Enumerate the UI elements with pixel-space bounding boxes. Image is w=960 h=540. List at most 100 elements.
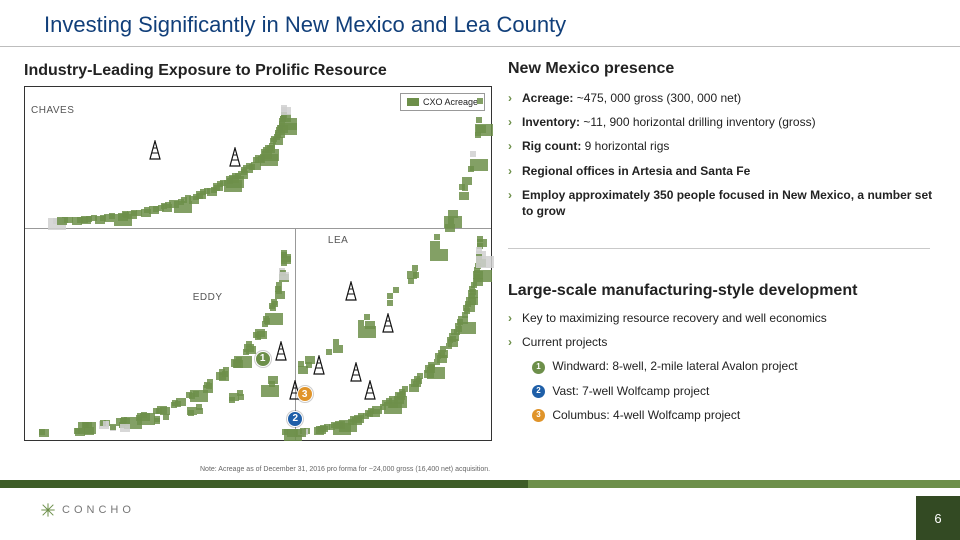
cxo-acreage-block	[144, 207, 150, 213]
footer-bar	[0, 480, 960, 488]
cxo-acreage-block	[84, 427, 94, 435]
cxo-acreage-block	[474, 270, 492, 282]
other-acreage-block	[476, 256, 494, 268]
cxo-acreage-block	[275, 130, 285, 138]
project-item: 3 Columbus: 4-well Wolfcamp project	[508, 407, 938, 423]
cxo-acreage-block	[430, 249, 448, 261]
logo-text: CONCHO	[62, 504, 135, 516]
rig-icon	[227, 147, 243, 172]
project-badge: 3	[532, 409, 545, 422]
cxo-acreage-block	[387, 300, 393, 306]
list-item: Rig count: 9 horizontal rigs	[508, 138, 938, 154]
page-title: Investing Significantly in New Mexico an…	[44, 12, 566, 38]
cxo-acreage-block	[216, 372, 226, 380]
cxo-acreage-block	[408, 278, 414, 284]
legend-swatch	[407, 98, 419, 106]
cxo-acreage-block	[430, 241, 440, 249]
rig-icon	[273, 341, 289, 366]
cxo-acreage-block	[196, 191, 206, 199]
project-badge: 2	[532, 385, 545, 398]
cxo-acreage-block	[154, 416, 160, 422]
cxo-acreage-block	[450, 336, 456, 342]
list-item: Key to maximizing resource recovery and …	[508, 310, 938, 326]
cxo-acreage-block	[270, 138, 276, 144]
cxo-acreage-block	[39, 429, 45, 435]
cxo-acreage-block	[257, 331, 267, 339]
county-label-lea: LEA	[328, 235, 348, 246]
section-separator	[508, 248, 930, 249]
cxo-acreage-block	[462, 185, 468, 191]
cxo-acreage-block	[468, 290, 478, 298]
cxo-acreage-block	[57, 217, 67, 225]
cxo-acreage-block	[163, 414, 169, 420]
county-boundary	[295, 228, 296, 440]
acreage-map: CXO Acreage CHAVES LEA EDDY 132	[24, 86, 492, 441]
cxo-acreage-block	[181, 197, 187, 203]
presence-bullets: Acreage: ~475, 000 gross (300, 000 net) I…	[508, 90, 938, 227]
cxo-acreage-block	[356, 416, 362, 422]
cxo-acreage-block	[238, 394, 244, 400]
cxo-acreage-block	[434, 234, 440, 240]
bullet-bold: Employ approximately 350 people focused …	[522, 188, 932, 218]
rig-icon	[343, 281, 359, 306]
project-text: Windward: 8-well, 2-mile lateral Avalon …	[549, 359, 798, 373]
project-badge: 1	[532, 361, 545, 374]
cxo-acreage-block	[110, 424, 116, 430]
list-item: Inventory: ~11, 900 horizontal drilling …	[508, 114, 938, 130]
title-rule	[0, 46, 960, 47]
dev-bullets: Key to maximizing resource recovery and …	[508, 310, 938, 431]
cxo-acreage-block	[186, 392, 192, 398]
cxo-acreage-block	[459, 192, 469, 200]
project-item: 2 Vast: 7-well Wolfcamp project	[508, 383, 938, 399]
logo-icon	[40, 502, 56, 518]
list-item: Employ approximately 350 people focused …	[508, 187, 938, 219]
other-acreage-block	[279, 272, 289, 280]
cxo-acreage-block	[393, 287, 399, 293]
cxo-acreage-block	[269, 381, 275, 387]
cxo-acreage-block	[275, 286, 281, 292]
cxo-acreage-block	[298, 361, 304, 367]
list-item: Acreage: ~475, 000 gross (300, 000 net)	[508, 90, 938, 106]
list-item: Regional offices in Artesia and Santa Fe	[508, 163, 938, 179]
subtitle-right: New Mexico presence	[508, 60, 674, 78]
cxo-acreage-block	[123, 212, 129, 218]
logo: CONCHO	[40, 502, 135, 518]
cxo-acreage-block	[197, 408, 203, 414]
cxo-acreage-block	[407, 271, 417, 279]
county-label-chaves: CHAVES	[31, 105, 74, 116]
cxo-acreage-block	[370, 409, 380, 417]
cxo-acreage-block	[412, 265, 418, 271]
county-boundary	[25, 228, 491, 229]
cxo-acreage-block	[226, 176, 244, 188]
bullet-text: 9 horizontal rigs	[581, 139, 669, 153]
cxo-acreage-block	[281, 252, 287, 258]
cxo-acreage-block	[477, 98, 483, 104]
cxo-acreage-block	[161, 203, 167, 209]
cxo-acreage-block	[470, 159, 488, 171]
cxo-acreage-block	[264, 318, 270, 324]
cxo-acreage-block	[476, 117, 482, 123]
bullet-bold: Regional offices in Artesia and Santa Fe	[522, 164, 750, 178]
rig-icon	[362, 380, 378, 405]
project-text: Columbus: 4-well Wolfcamp project	[549, 408, 740, 422]
cxo-acreage-block	[100, 215, 106, 221]
other-acreage-block	[103, 421, 109, 427]
rig-icon	[147, 140, 163, 165]
cxo-acreage-block	[287, 429, 297, 437]
project-item: 1 Windward: 8-well, 2-mile lateral Avalo…	[508, 358, 938, 374]
legend-label: CXO Acreage	[423, 97, 478, 107]
cxo-acreage-block	[337, 422, 343, 428]
rig-icon	[311, 355, 327, 380]
cxo-acreage-block	[251, 162, 261, 170]
subtitle-left: Industry-Leading Exposure to Prolific Re…	[24, 60, 393, 82]
cxo-acreage-block	[193, 391, 199, 397]
cxo-acreage-block	[364, 314, 370, 320]
cxo-acreage-block	[236, 357, 242, 363]
footnote: Note: Acreage as of December 31, 2016 pr…	[200, 466, 490, 473]
cxo-acreage-block	[204, 382, 210, 388]
bullet-bold: Rig count:	[522, 139, 581, 153]
cxo-acreage-block	[214, 185, 220, 191]
project-text: Vast: 7-well Wolfcamp project	[549, 384, 709, 398]
cxo-acreage-block	[395, 392, 405, 400]
map-legend: CXO Acreage	[400, 93, 485, 111]
